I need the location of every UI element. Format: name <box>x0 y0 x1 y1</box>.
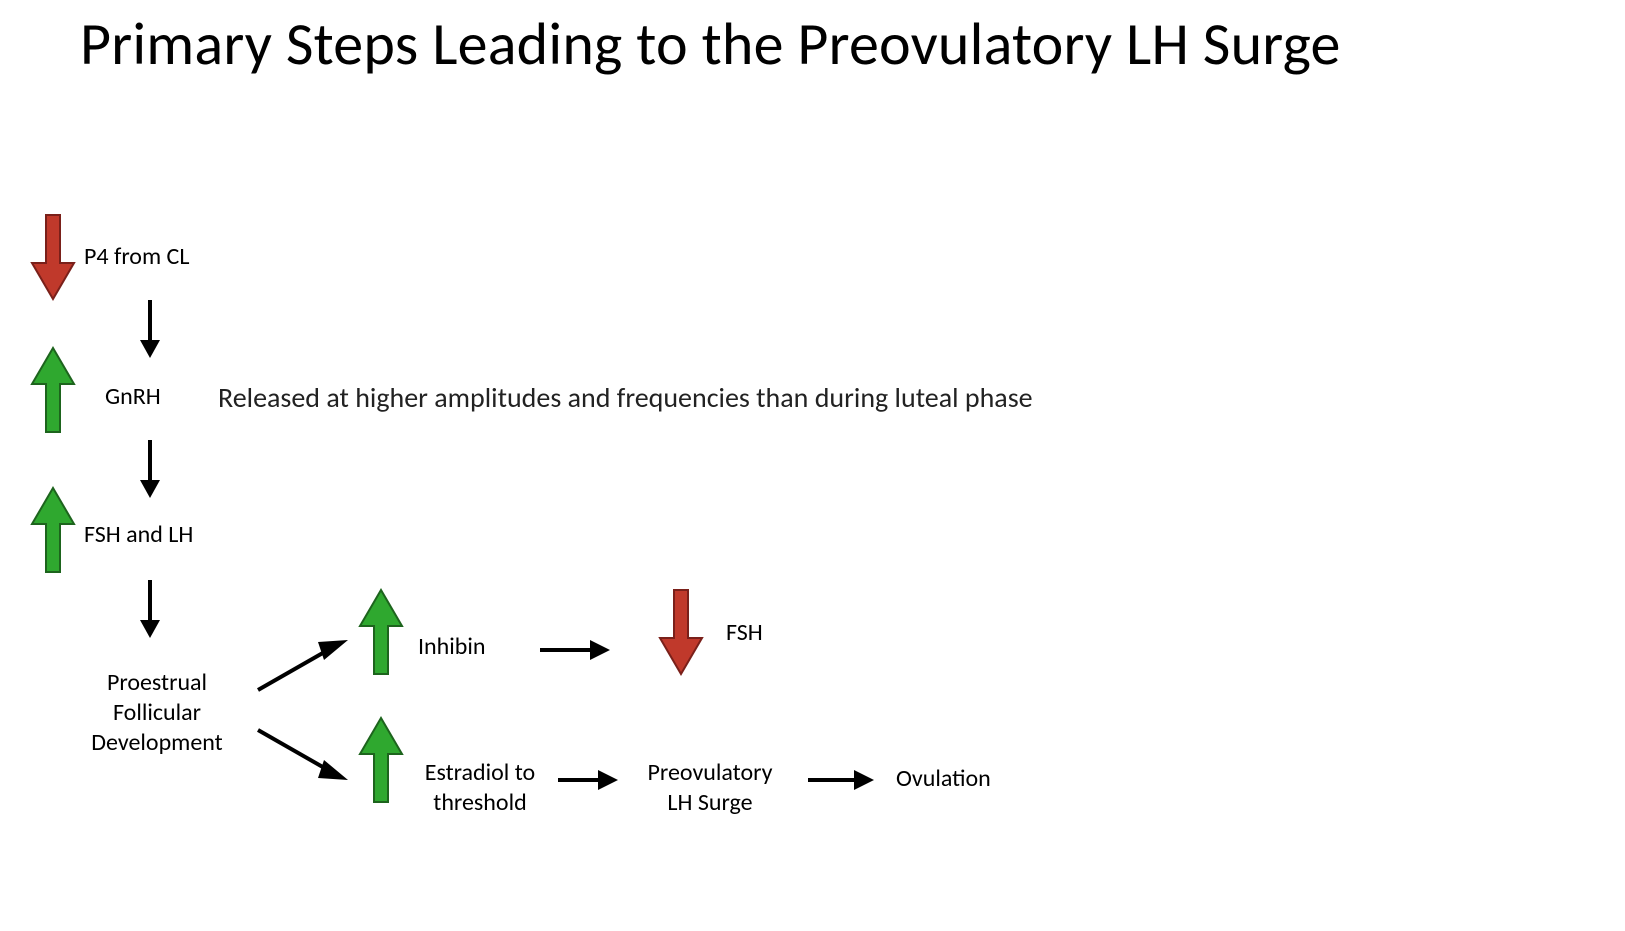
up-arrow-icon-inhibin <box>360 590 402 674</box>
label-estradiol: Estradiol to threshold <box>410 758 550 818</box>
down-arrow-icon-p4 <box>32 215 74 299</box>
label-lh-surge-l1: Preovulatory <box>648 758 773 787</box>
up-arrow-icon-fshlh <box>32 488 74 572</box>
label-ovulation: Ovulation <box>896 764 991 794</box>
label-proestrual-l3: Development <box>91 728 222 757</box>
connector-down-2 <box>140 440 160 498</box>
label-fsh: FSH <box>726 618 763 648</box>
label-proestrual-l2: Follicular <box>113 698 201 727</box>
connector-diag-down <box>258 730 348 780</box>
label-proestrual: Proestrual Follicular Development <box>62 668 252 758</box>
connector-down-1 <box>140 300 160 358</box>
label-fsh-lh: FSH and LH <box>84 520 193 550</box>
connector-down-3 <box>140 580 160 638</box>
up-arrow-icon-estradiol <box>360 718 402 802</box>
connector-right-inhibin <box>540 640 610 660</box>
label-estradiol-l2: threshold <box>433 788 526 817</box>
label-proestrual-l1: Proestrual <box>107 668 207 697</box>
page-title: Primary Steps Leading to the Preovulator… <box>80 10 1605 79</box>
connector-right-estradiol <box>558 770 618 790</box>
label-estradiol-l1: Estradiol to <box>425 758 535 787</box>
label-gnrh: GnRH <box>105 382 161 412</box>
label-lh-surge-l2: LH Surge <box>667 788 752 817</box>
label-inhibin: Inhibin <box>418 632 486 662</box>
connector-right-lhsurge <box>808 770 874 790</box>
label-p4: P4 from CL <box>84 242 189 272</box>
connector-diag-up <box>258 640 348 690</box>
down-arrow-icon-fsh <box>660 590 702 674</box>
up-arrow-icon-gnrh <box>32 348 74 432</box>
annotation-gnrh: Released at higher amplitudes and freque… <box>218 380 1033 415</box>
label-lh-surge: Preovulatory LH Surge <box>630 758 790 818</box>
diagram-stage: Primary Steps Leading to the Preovulator… <box>0 0 1625 931</box>
